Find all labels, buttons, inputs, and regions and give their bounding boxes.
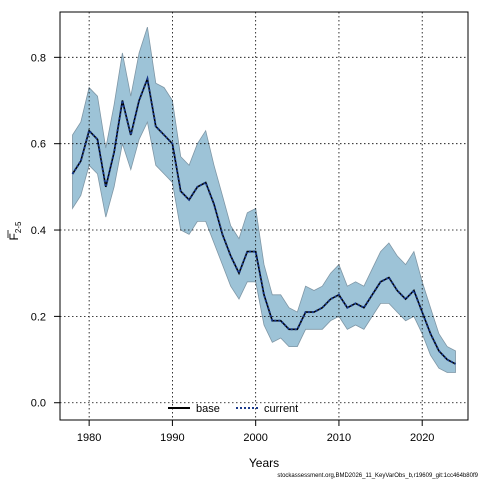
grid-layer <box>60 12 468 420</box>
confidence-band <box>72 26 456 373</box>
y-axis-title-subscript: 2-5 <box>14 221 23 233</box>
y-tick-label: 0.4 <box>31 225 46 237</box>
y-tick-label: 0.6 <box>31 139 46 151</box>
x-tick-label: 2010 <box>327 432 351 444</box>
x-axis-title: Years <box>249 456 279 470</box>
y-axis: 0.0 0.2 0.4 0.6 0.8 <box>31 52 60 410</box>
legend-label-current: current <box>264 403 298 415</box>
series-line-current <box>71 75 456 365</box>
series-layer <box>71 75 456 365</box>
legend-label-base: base <box>196 403 220 415</box>
x-tick-label: 2020 <box>410 432 434 444</box>
x-tick-label: 1990 <box>160 432 184 444</box>
footer-source-text: stockassessment.org,BMD2026_11_KeyVarObs… <box>277 473 478 479</box>
y-axis-title-main: F <box>7 233 21 240</box>
svg-text:F2-5: F2-5 <box>7 221 23 240</box>
y-axis-title: F2-5 <box>7 221 23 240</box>
confidence-band-layer <box>72 26 456 373</box>
x-tick-label: 1980 <box>77 432 101 444</box>
legend: base current <box>168 403 298 415</box>
x-tick-label: 2000 <box>243 432 267 444</box>
x-axis: 1980 1990 2000 2010 2020 <box>77 420 434 444</box>
plot-frame <box>59 11 469 421</box>
y-tick-label: 0.2 <box>31 311 46 323</box>
y-tick-label: 0.0 <box>31 398 46 410</box>
y-tick-label: 0.8 <box>31 52 46 64</box>
